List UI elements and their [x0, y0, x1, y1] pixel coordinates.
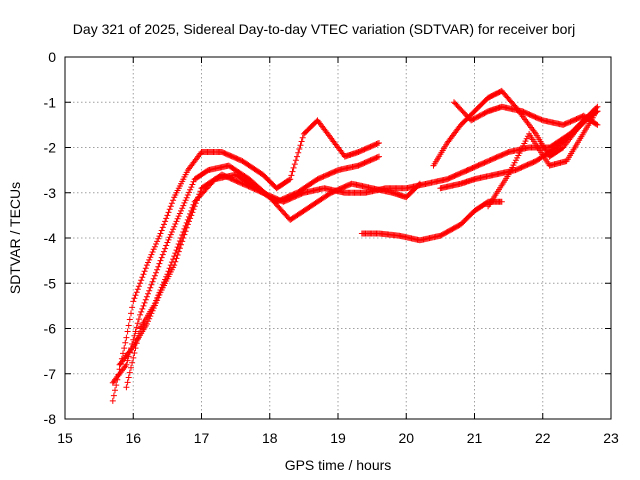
y-tick-label: -7	[44, 366, 57, 382]
series-marker-track	[109, 162, 423, 386]
y-axis-title: SDTVAR / TECUs	[7, 182, 23, 294]
y-tick-label: -2	[44, 140, 57, 156]
x-tick-label: 17	[194, 430, 210, 446]
x-tick-label: 20	[398, 430, 414, 446]
series-track-a	[109, 117, 382, 404]
x-tick-label: 21	[467, 430, 483, 446]
y-tick-label: -1	[44, 94, 57, 110]
series-track-h	[430, 87, 601, 169]
grid-lines	[65, 57, 611, 419]
x-tick-label: 22	[535, 430, 551, 446]
x-tick-label: 16	[125, 430, 141, 446]
x-tick-label: 15	[57, 430, 73, 446]
y-tick-label: -4	[44, 230, 57, 246]
series-marker-track	[485, 112, 597, 210]
series-marker-track	[109, 117, 382, 404]
x-axis-title: GPS time / hours	[285, 457, 392, 473]
x-tick-label: 23	[603, 430, 619, 446]
y-tick-labels: -8 -7 -6 -5 -4 -3 -2 -1 0	[44, 49, 57, 427]
x-tick-labels: 15 16 17 18 19 20 21 22 23	[57, 430, 619, 446]
series-marker-track	[430, 87, 601, 169]
series-marks	[109, 87, 601, 404]
series-track-e	[358, 198, 505, 244]
series-track-d	[123, 153, 382, 391]
x-tick-label: 18	[262, 430, 278, 446]
series-marker-track	[358, 198, 505, 244]
y-tick-label: -5	[44, 275, 57, 291]
plot-frame	[64, 56, 612, 420]
chart-title: Day 321 of 2025, Sidereal Day-to-day VTE…	[73, 21, 575, 37]
series-marker-track	[123, 153, 382, 391]
y-tick-label: -6	[44, 321, 57, 337]
series-track-b	[109, 162, 423, 386]
y-tick-label: -3	[44, 185, 57, 201]
series-track-j	[485, 112, 597, 210]
y-tick-label: 0	[48, 49, 56, 65]
x-tick-label: 19	[330, 430, 346, 446]
y-tick-label: -8	[44, 411, 57, 427]
